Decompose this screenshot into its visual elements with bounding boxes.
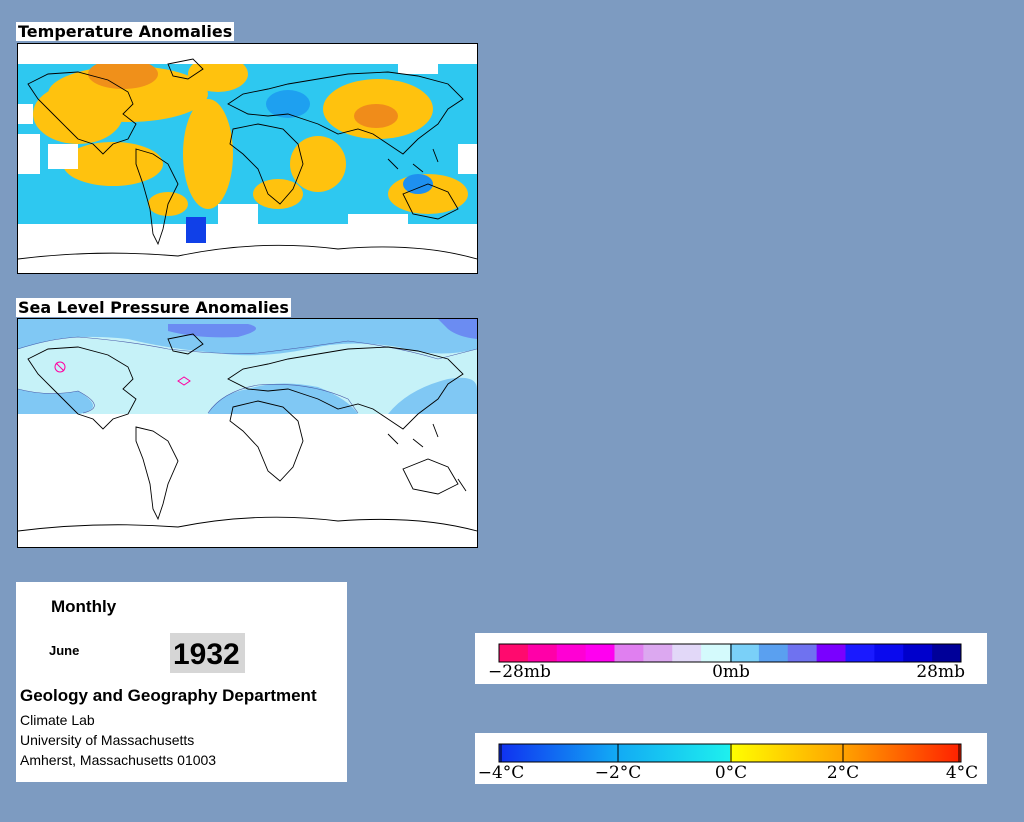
temperature-anomaly-map bbox=[17, 43, 478, 274]
temperature-tick-plus4: 4°C bbox=[946, 763, 978, 783]
year-label: 1932 bbox=[173, 638, 240, 671]
pressure-swatch bbox=[758, 644, 789, 662]
pressure-high-markers bbox=[54, 361, 191, 386]
pressure-swatch bbox=[643, 644, 673, 662]
address-line-3: Amherst, Massachusetts 01003 bbox=[20, 752, 217, 768]
pressure-swatch bbox=[672, 644, 702, 662]
pressure-swatch bbox=[730, 644, 760, 662]
pressure-swatch bbox=[845, 644, 875, 662]
temperature-colorbar bbox=[498, 743, 962, 763]
temperature-tick-minus2: −2°C bbox=[595, 763, 642, 783]
address-line-1: Climate Lab bbox=[20, 712, 95, 728]
pressure-swatch bbox=[556, 644, 587, 662]
pressure-anomaly-map bbox=[17, 318, 478, 548]
temperature-tick-zero: 0°C bbox=[715, 763, 747, 783]
pressure-swatch bbox=[499, 644, 529, 662]
pressure-swatch bbox=[614, 644, 644, 662]
pressure-swatch bbox=[527, 644, 558, 662]
pressure-tick-min: −28mb bbox=[488, 662, 551, 682]
coastlines bbox=[18, 58, 477, 260]
temperature-anomaly-field bbox=[18, 44, 477, 273]
pressure-tick-zero: 0mb bbox=[712, 662, 750, 682]
month-label: June bbox=[49, 643, 80, 658]
pressure-swatch bbox=[585, 644, 616, 662]
department-label: Geology and Geography Department bbox=[20, 686, 317, 705]
pressure-swatch bbox=[932, 644, 962, 662]
info-panel: Monthly June 1932 Geology and Geography … bbox=[16, 582, 347, 782]
pressure-legend: −28mb 0mb 28mb bbox=[475, 633, 987, 684]
pressure-swatch bbox=[701, 644, 731, 662]
temperature-ticks bbox=[500, 744, 960, 762]
pressure-contours bbox=[18, 336, 477, 414]
pressure-swatch bbox=[787, 644, 818, 662]
pressure-swatch bbox=[874, 644, 904, 662]
pressure-colorbar-border bbox=[498, 643, 962, 663]
year-box bbox=[170, 633, 245, 673]
coastlines bbox=[18, 333, 477, 532]
pressure-swatch bbox=[903, 644, 933, 662]
temperature-legend: −4°C −2°C 0°C 2°C 4°C bbox=[475, 733, 987, 784]
temperature-tick-plus2: 2°C bbox=[827, 763, 859, 783]
pressure-map-title: Sea Level Pressure Anomalies bbox=[16, 298, 291, 317]
temperature-map-title: Temperature Anomalies bbox=[16, 22, 235, 41]
pressure-tick-max: 28mb bbox=[916, 662, 965, 682]
address-line-2: University of Massachusetts bbox=[20, 732, 195, 748]
pressure-swatch bbox=[816, 644, 847, 662]
pressure-legend-swatches bbox=[498, 643, 962, 663]
period-label: Monthly bbox=[51, 597, 117, 616]
temperature-tick-minus4: −4°C bbox=[478, 763, 525, 783]
